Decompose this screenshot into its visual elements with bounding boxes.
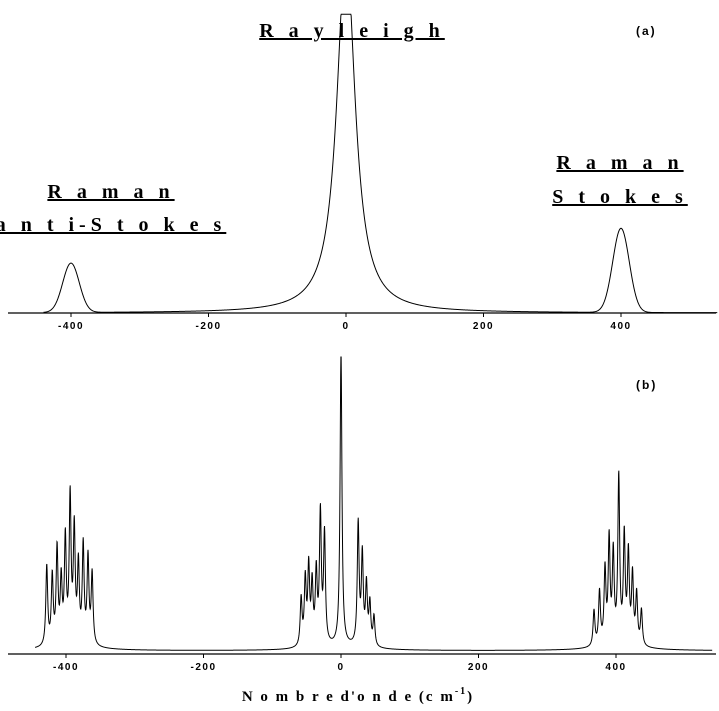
spectrum-line-a <box>43 13 718 314</box>
annotation-antistokes-line1: R a m a n <box>47 181 174 203</box>
x-tick-label: 0 <box>342 321 349 332</box>
x-tick-label: 400 <box>605 662 626 673</box>
x-axis-title-main: N o m b r e d'o n d e (c m <box>242 689 455 705</box>
panel-label-a: (a) <box>636 24 657 38</box>
spectrum-line-b <box>34 356 713 651</box>
x-tick-label: -400 <box>53 662 79 673</box>
panel-label-b: (b) <box>636 378 657 392</box>
x-tick-label: -200 <box>195 321 221 332</box>
x-axis-title: N o m b r e d'o n d e (c m-1) <box>242 686 474 705</box>
x-tick-label: 0 <box>337 662 344 673</box>
x-tick-label: 400 <box>610 321 631 332</box>
x-tick-label: -200 <box>190 662 216 673</box>
x-tick-label: 200 <box>473 321 494 332</box>
x-tick-label: 200 <box>468 662 489 673</box>
annotation-stokes-line2: S t o k e s <box>552 186 688 208</box>
x-tick-label: -400 <box>58 321 84 332</box>
panel-a: -400 -200 0 200 400 (a) R a y l e i g h R a … <box>0 13 718 332</box>
panel-b: -400 -200 0 200 400 (b) N o m b r e d'o n d … <box>8 356 716 705</box>
annotation-antistokes-line2: a n t i-S t o k e s <box>0 214 226 236</box>
x-ticks-a: -400 -200 0 200 400 <box>58 313 631 332</box>
x-axis-title-close: ) <box>467 689 474 705</box>
x-axis-title-sup: -1 <box>455 686 467 697</box>
x-ticks-b: -400 -200 0 200 400 <box>53 654 626 673</box>
annotation-stokes-line1: R a m a n <box>556 152 683 174</box>
annotation-rayleigh: R a y l e i g h <box>259 20 445 42</box>
